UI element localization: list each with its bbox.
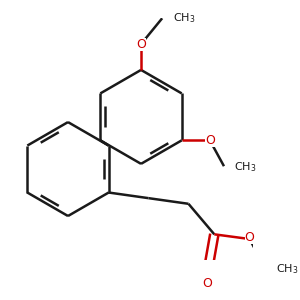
Text: O: O [136,38,146,51]
Text: CH$_3$: CH$_3$ [172,11,195,25]
Text: CH$_3$: CH$_3$ [276,262,299,276]
Text: O: O [244,231,254,244]
Text: CH$_3$: CH$_3$ [234,160,257,174]
Text: O: O [205,134,215,147]
Text: O: O [202,277,212,290]
